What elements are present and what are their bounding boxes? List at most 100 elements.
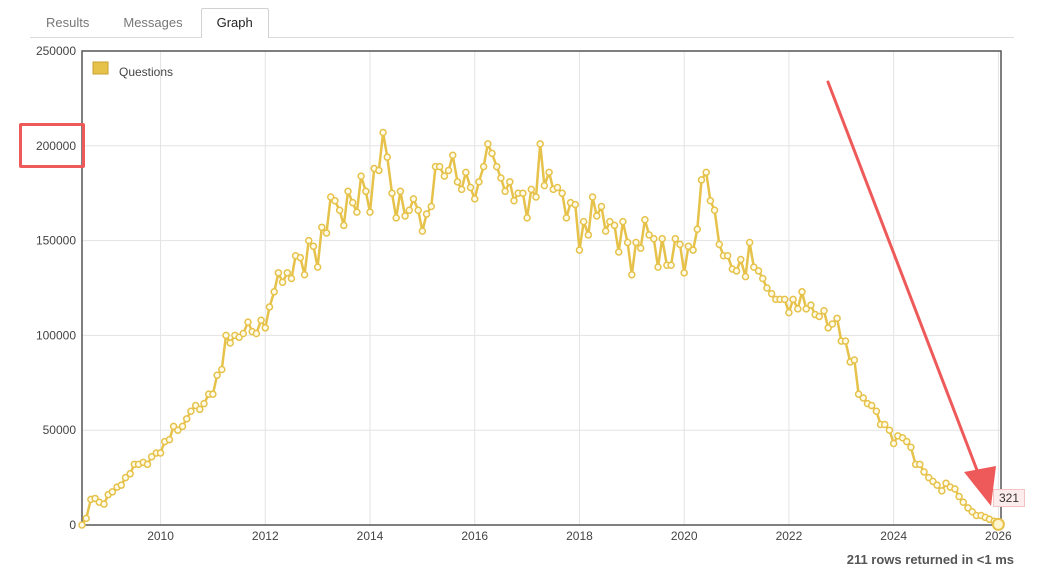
data-point (440, 172, 449, 180)
data-point (584, 231, 593, 239)
data-point (820, 307, 828, 315)
legend-label: Questions (119, 65, 173, 79)
data-point (702, 168, 710, 177)
data-point (457, 185, 466, 194)
tab-graph[interactable]: Graph (200, 8, 269, 38)
series-line (80, 131, 1000, 526)
data-point (270, 288, 278, 296)
x-tick-label: 2012 (252, 529, 279, 543)
data-point (676, 240, 684, 249)
data-point (187, 407, 195, 415)
data-point (610, 221, 619, 230)
data-point (715, 240, 724, 249)
data-point (667, 261, 675, 269)
data-point (287, 274, 296, 283)
data-point (82, 514, 90, 523)
data-point (362, 187, 370, 196)
data-point (108, 488, 117, 496)
data-point (780, 295, 789, 304)
data-point (348, 198, 357, 207)
data-point (244, 318, 252, 326)
data-point (414, 206, 422, 215)
x-tick-label: 2024 (880, 529, 907, 543)
data-point (147, 452, 156, 461)
data-point (213, 371, 221, 379)
data-point (807, 301, 815, 309)
data-point (322, 229, 331, 237)
y-tick-label: 0 (69, 518, 76, 532)
data-point (462, 168, 470, 177)
data-point (265, 303, 274, 311)
tab-results[interactable]: Results (46, 15, 90, 30)
data-point (209, 390, 217, 398)
data-point (492, 162, 501, 171)
data-point (920, 468, 928, 476)
data-point (833, 314, 841, 323)
data-point (182, 415, 191, 423)
data-point (448, 151, 457, 160)
data-point (409, 195, 418, 203)
data-point (331, 197, 339, 205)
data-point (736, 255, 745, 264)
data-point (794, 305, 802, 313)
data-point (466, 183, 475, 192)
highlight-box-200000 (19, 123, 85, 168)
data-point (357, 172, 365, 180)
data-point (283, 269, 292, 277)
data-point (121, 473, 130, 482)
data-point (523, 214, 531, 222)
data-point (388, 189, 396, 197)
data-point (710, 206, 719, 215)
data-point-tooltip: 321 (993, 489, 1026, 507)
data-point (767, 289, 776, 298)
data-point (619, 217, 627, 226)
data-point (650, 234, 658, 243)
data-point (654, 263, 662, 271)
data-point (222, 331, 230, 340)
data-point (545, 168, 553, 177)
data-point (78, 521, 86, 529)
data-point (165, 435, 174, 444)
data-point (274, 269, 283, 277)
data-point (916, 460, 924, 469)
data-point (143, 460, 152, 469)
data-point (606, 217, 614, 226)
data-point (344, 187, 352, 196)
data-point (750, 263, 758, 271)
legend-swatch (92, 61, 109, 75)
data-point (623, 238, 632, 247)
data-point (527, 185, 536, 194)
data-point (226, 339, 234, 347)
y-tick-label: 50000 (43, 423, 77, 437)
data-point (636, 244, 645, 252)
data-point (435, 162, 444, 171)
data-point (850, 356, 859, 364)
data-point (732, 267, 741, 275)
data-point (304, 236, 313, 245)
data-point (802, 305, 810, 313)
data-point (444, 166, 453, 175)
data-point (693, 225, 702, 233)
data-point (798, 288, 806, 296)
data-point (815, 312, 824, 321)
data-point (763, 284, 771, 292)
data-point (933, 481, 941, 489)
plot-frame (81, 50, 1002, 526)
data-point (558, 189, 566, 197)
data-point (375, 166, 383, 175)
data-point (239, 329, 248, 338)
data-point (200, 399, 208, 408)
x-tick-label: 2016 (461, 529, 488, 543)
data-point (959, 498, 968, 506)
data-point (885, 426, 894, 434)
data-point (401, 212, 409, 220)
x-tick-label: 2026 (985, 529, 1012, 543)
y-tick-label: 100000 (36, 328, 76, 342)
data-point (353, 208, 361, 216)
x-tick-label: 2010 (147, 529, 174, 543)
data-point (453, 178, 462, 186)
tab-messages[interactable]: Messages (123, 15, 183, 30)
data-point (955, 492, 963, 501)
data-point (741, 272, 750, 281)
data-point (313, 263, 322, 271)
